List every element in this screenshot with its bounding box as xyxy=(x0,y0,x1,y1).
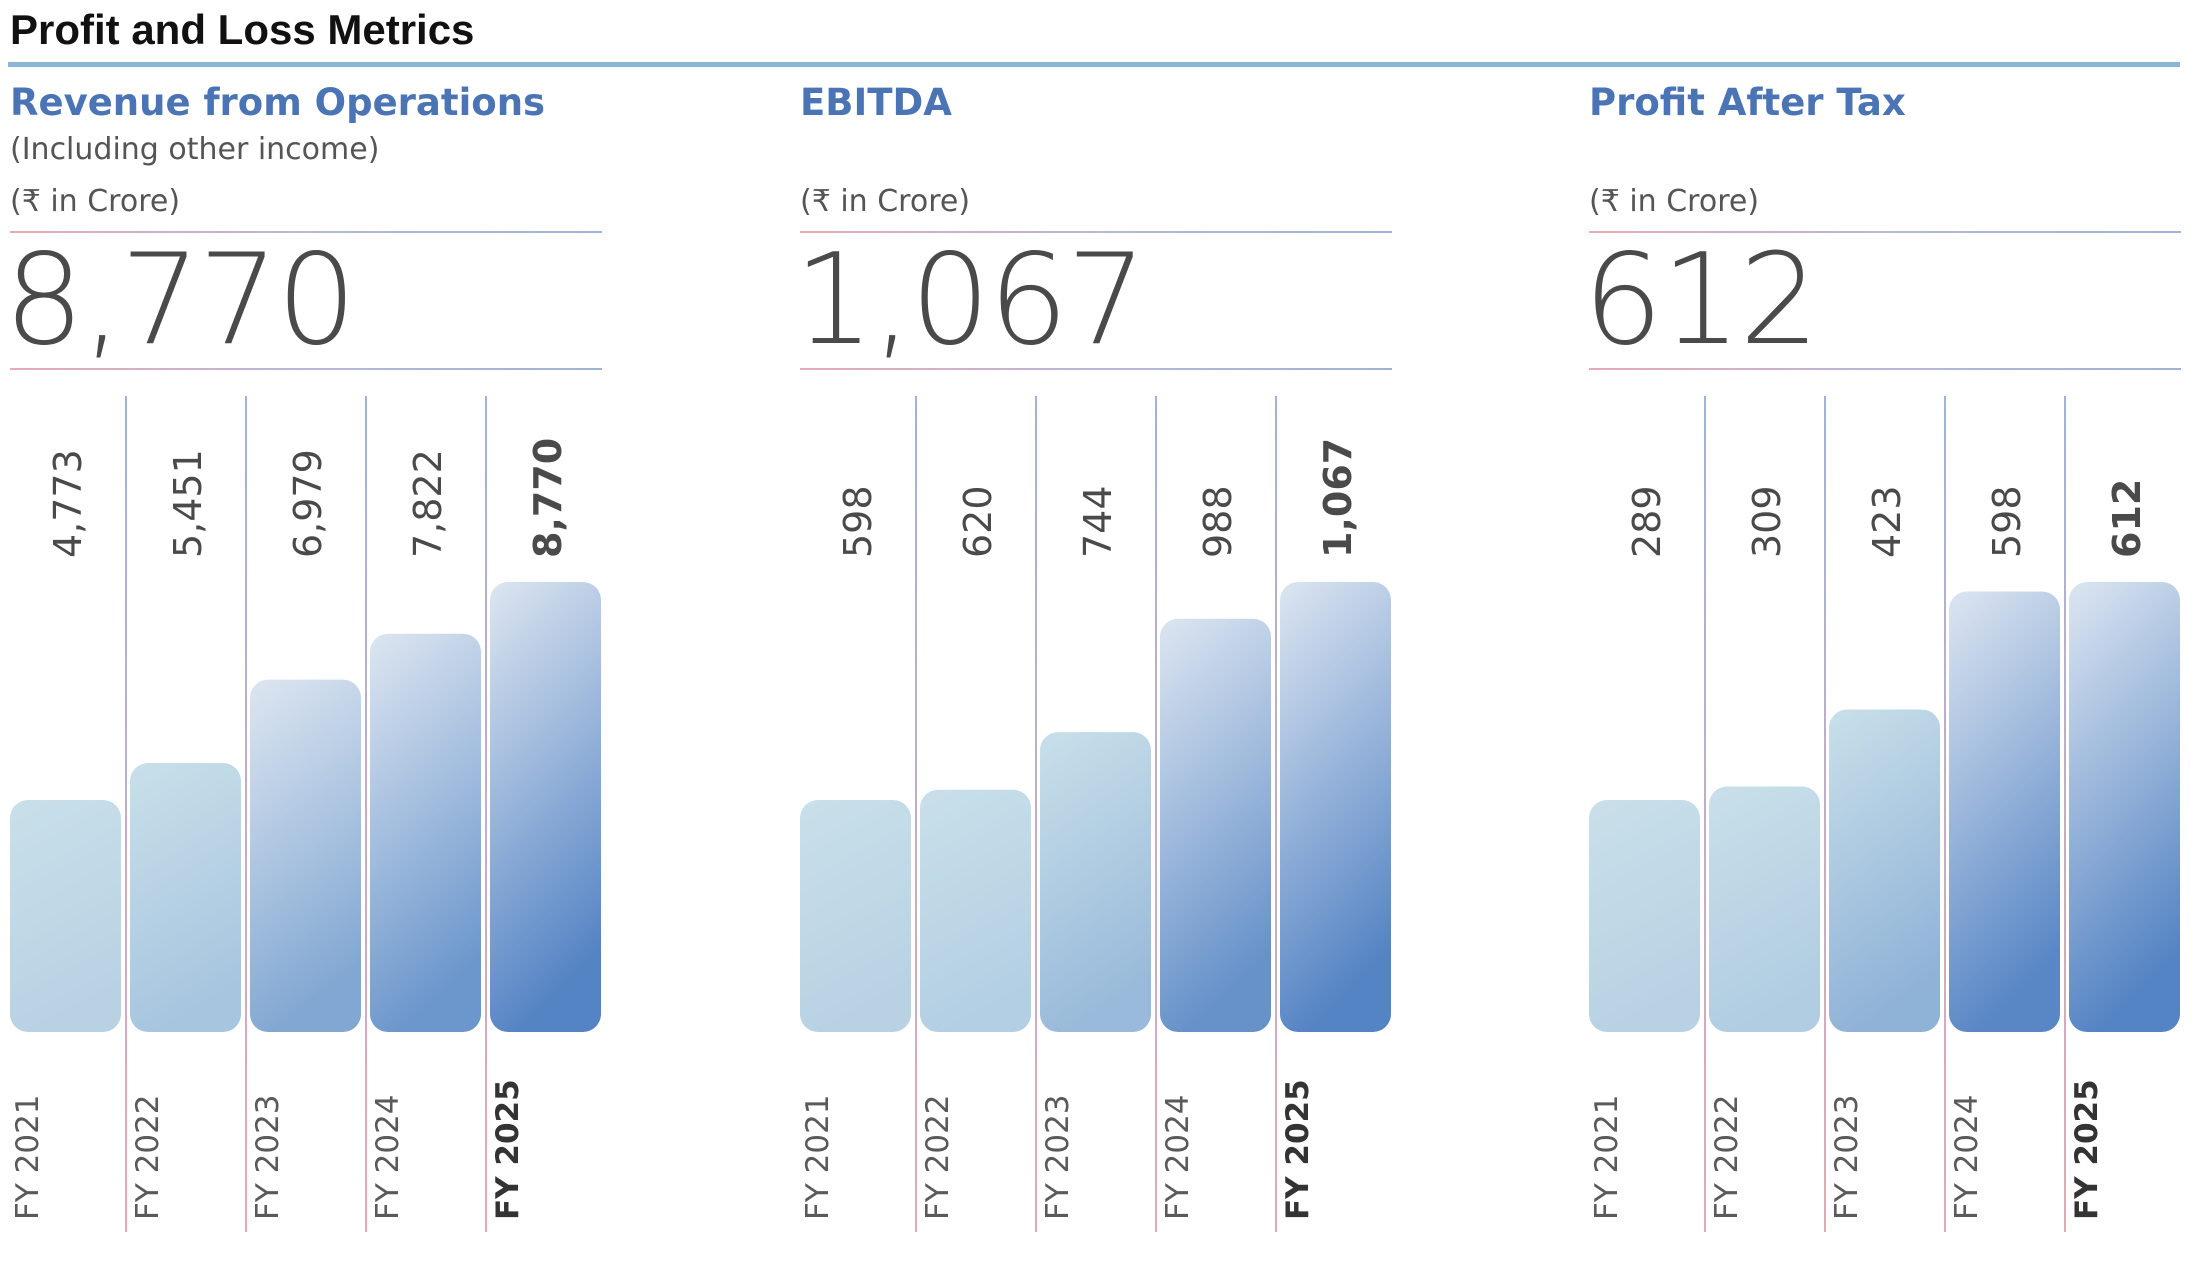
title-divider xyxy=(8,62,2180,67)
revenue-subtitle: (Including other income) xyxy=(10,132,380,167)
ebitda-top-rule xyxy=(800,231,1392,233)
value-label: 423 xyxy=(1865,485,1909,558)
pat-bottom-rule xyxy=(1589,368,2181,370)
category-label: FY 2021 xyxy=(10,1094,46,1220)
bar-fy-2022 xyxy=(130,763,241,1032)
ebitda-title: EBITDA xyxy=(800,81,952,124)
revenue-bar-chart: 4,773 FY 2021 5,451 FY 2022 6,979 FY 2023 7,82… xyxy=(10,396,601,1232)
bar-fy-2025 xyxy=(2069,582,2180,1032)
bar-fy-2024 xyxy=(370,633,481,1032)
column-separator xyxy=(365,396,367,1232)
column-separator xyxy=(1944,396,1946,1232)
category-label: FY 2022 xyxy=(130,1094,166,1220)
value-label: 7,822 xyxy=(406,449,450,558)
category-label: FY 2023 xyxy=(1040,1094,1076,1220)
category-label: FY 2023 xyxy=(1829,1094,1865,1220)
column-separator xyxy=(1155,396,1157,1232)
value-label: 620 xyxy=(956,485,1000,558)
category-label: FY 2025 xyxy=(2069,1079,2105,1220)
value-label: 598 xyxy=(1985,485,2029,558)
value-label: 744 xyxy=(1076,485,1120,558)
revenue-title: Revenue from Operations xyxy=(10,81,546,124)
bar-fy-2022 xyxy=(920,789,1031,1032)
ebitda-unit: (₹ in Crore) xyxy=(800,184,971,219)
value-label: 612 xyxy=(2105,479,2149,558)
column-separator xyxy=(1035,396,1037,1232)
bar-fy-2023 xyxy=(250,679,361,1032)
value-label: 289 xyxy=(1625,485,1669,558)
page-title: Profit and Loss Metrics xyxy=(10,6,475,53)
bar-fy-2021 xyxy=(800,800,911,1032)
column-separator xyxy=(485,396,487,1232)
bar-fy-2021 xyxy=(1589,800,1700,1032)
column-separator xyxy=(2064,396,2066,1232)
value-label: 8,770 xyxy=(526,438,570,558)
category-label: FY 2025 xyxy=(490,1079,526,1220)
ebitda-bottom-rule xyxy=(800,368,1392,370)
ebitda-headline-value: 1,067 xyxy=(794,226,1147,373)
bar-fy-2023 xyxy=(1040,732,1151,1032)
revenue-unit: (₹ in Crore) xyxy=(10,184,181,219)
column-separator xyxy=(1704,396,1706,1232)
revenue-top-rule xyxy=(10,231,602,233)
category-label: FY 2024 xyxy=(1949,1094,1985,1220)
column-separator xyxy=(915,396,917,1232)
ebitda-panel: EBITDA (₹ in Crore) 1,067 598 FY 2021 620 F… xyxy=(794,70,1400,1250)
value-label: 6,979 xyxy=(286,449,330,558)
bar-fy-2024 xyxy=(1949,591,2060,1032)
value-label: 988 xyxy=(1196,485,1240,558)
category-label: FY 2021 xyxy=(800,1094,836,1220)
value-label: 4,773 xyxy=(46,449,90,558)
column-separator xyxy=(1275,396,1277,1232)
value-label: 598 xyxy=(836,485,880,558)
revenue-bottom-rule xyxy=(10,368,602,370)
category-label: FY 2022 xyxy=(1709,1094,1745,1220)
bar-fy-2024 xyxy=(1160,618,1271,1032)
bar-fy-2025 xyxy=(490,582,601,1032)
pat-headline-value: 612 xyxy=(1583,226,1819,373)
pat-bar-chart: 289 FY 2021 309 FY 2022 423 FY 2023 598 FY 2024… xyxy=(1589,396,2180,1232)
pat-panel: Profit After Tax (₹ in Crore) 612 289 FY … xyxy=(1583,70,2189,1250)
ebitda-bar-chart: 598 FY 2021 620 FY 2022 744 FY 2023 988 FY 2024… xyxy=(800,396,1391,1232)
column-separator xyxy=(125,396,127,1232)
revenue-panel: Revenue from Operations (Including other… xyxy=(4,70,610,1250)
category-label: FY 2025 xyxy=(1280,1079,1316,1220)
column-separator xyxy=(245,396,247,1232)
category-label: FY 2023 xyxy=(250,1094,286,1220)
column-separator xyxy=(1824,396,1826,1232)
category-label: FY 2022 xyxy=(920,1094,956,1220)
bar-fy-2025 xyxy=(1280,582,1391,1032)
value-label: 1,067 xyxy=(1316,438,1360,558)
revenue-headline-value: 8,770 xyxy=(4,226,357,373)
value-label: 309 xyxy=(1745,485,1789,558)
category-label: FY 2021 xyxy=(1589,1094,1625,1220)
category-label: FY 2024 xyxy=(1160,1094,1196,1220)
bar-fy-2023 xyxy=(1829,709,1940,1032)
value-label: 5,451 xyxy=(166,449,210,558)
pat-top-rule xyxy=(1589,231,2181,233)
pat-unit: (₹ in Crore) xyxy=(1589,184,1760,219)
bar-fy-2022 xyxy=(1709,786,1820,1032)
pat-title: Profit After Tax xyxy=(1589,81,1906,124)
bar-fy-2021 xyxy=(10,800,121,1032)
category-label: FY 2024 xyxy=(370,1094,406,1220)
